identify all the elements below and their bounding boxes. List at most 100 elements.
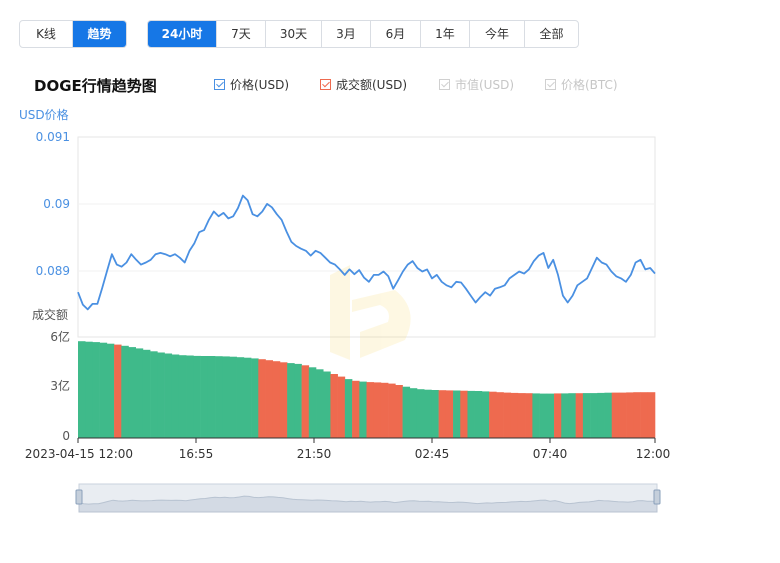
volume-bar <box>337 376 346 438</box>
price-tick-label: 0.091 <box>36 130 70 144</box>
volume-bar <box>626 392 634 438</box>
tab-ytd[interactable]: 今年 <box>470 21 525 47</box>
volume-bar <box>554 393 562 438</box>
tab-1y[interactable]: 1年 <box>421 21 470 47</box>
volume-bar <box>330 374 338 438</box>
range-navigator[interactable] <box>75 483 661 513</box>
volume-bar <box>200 356 209 438</box>
volume-bar <box>380 382 389 438</box>
tab-6m[interactable]: 6月 <box>371 21 421 47</box>
x-tick-label: 02:45 <box>415 447 450 461</box>
legend-label: 市值(USD) <box>455 78 515 92</box>
volume-bar <box>78 341 86 438</box>
checkbox-icon <box>545 79 556 90</box>
checkbox-icon <box>214 79 225 90</box>
legend-price-btc[interactable]: 价格(BTC) <box>545 76 618 93</box>
volume-bar <box>186 355 194 438</box>
volume-bar <box>359 381 367 438</box>
volume-bar <box>344 379 353 438</box>
volume-bar <box>546 393 555 438</box>
navigator-handle-right[interactable] <box>653 489 661 505</box>
legend-volume-usd[interactable]: 成交额(USD) <box>320 76 407 93</box>
volume-bar <box>222 356 230 438</box>
price-tick-label: 0.09 <box>43 197 70 211</box>
x-tick-label: 16:55 <box>179 447 214 461</box>
volume-bar <box>178 355 187 438</box>
legend-marketcap-usd[interactable]: 市值(USD) <box>439 76 514 93</box>
volume-bar <box>171 354 180 438</box>
legend-label: 成交额(USD) <box>336 78 408 92</box>
volume-bar <box>92 342 100 438</box>
legend-label: 价格(USD) <box>230 78 290 92</box>
tab-3m[interactable]: 3月 <box>322 21 371 47</box>
volume-tick-label: 3亿 <box>50 378 70 393</box>
tab-kline[interactable]: K线 <box>20 21 73 47</box>
price-tick-label: 0.089 <box>36 264 70 278</box>
tab-30d[interactable]: 30天 <box>266 21 322 47</box>
volume-bar <box>272 361 281 438</box>
x-ticks <box>77 438 656 443</box>
volume-bars <box>78 341 656 439</box>
x-tick-label: 12:00 <box>636 447 671 461</box>
tab-trend[interactable]: 趋势 <box>73 21 126 47</box>
volume-bar <box>164 353 173 438</box>
volume-bar <box>597 392 605 438</box>
volume-bar <box>106 343 115 438</box>
volume-bar <box>316 369 324 438</box>
volume-bar <box>215 356 223 438</box>
volume-bar <box>611 392 620 438</box>
volume-bar <box>352 380 360 438</box>
volume-bar <box>575 393 584 438</box>
chart-title: DOGE行情趋势图 <box>34 77 157 95</box>
volume-bar <box>503 392 512 438</box>
volume-bar <box>539 393 548 438</box>
volume-bar <box>207 356 216 438</box>
volume-bar <box>121 345 129 438</box>
x-tick-label: 21:50 <box>297 447 332 461</box>
tab-7d[interactable]: 7天 <box>217 21 266 47</box>
navigator-mini-area <box>78 495 658 513</box>
watermark-logo <box>330 265 411 360</box>
volume-bar <box>481 391 490 438</box>
volume-bar <box>647 392 656 438</box>
volume-bar <box>308 367 317 438</box>
navigator-handle-left[interactable] <box>75 489 83 505</box>
volume-bar <box>633 392 641 438</box>
x-tick-label: 07:40 <box>533 447 568 461</box>
volume-bar <box>142 349 151 438</box>
volume-bar <box>99 342 108 438</box>
volume-bar <box>445 390 454 438</box>
x-tick-label: 2023-04-15 12:00 <box>25 447 133 461</box>
volume-bar <box>157 352 165 438</box>
volume-bar <box>388 383 396 438</box>
volume-bar <box>453 390 461 438</box>
volume-tick-label: 0 <box>62 429 70 443</box>
volume-bar <box>294 363 302 438</box>
volume-bar <box>301 365 310 438</box>
legend-price-usd[interactable]: 价格(USD) <box>214 76 289 93</box>
volume-bar <box>525 393 533 438</box>
tab-24h[interactable]: 24小时 <box>148 21 217 47</box>
volume-bar <box>561 393 569 438</box>
volume-bar <box>251 358 259 438</box>
volume-bar <box>582 393 591 438</box>
tab-all[interactable]: 全部 <box>539 27 564 41</box>
checkbox-icon <box>439 79 450 90</box>
volume-bar <box>150 351 158 438</box>
volume-bar <box>460 390 468 438</box>
price-axis-label: USD价格 <box>19 107 69 122</box>
volume-bar <box>373 382 382 438</box>
volume-bar <box>323 371 331 438</box>
volume-bar <box>424 389 432 438</box>
volume-bar <box>496 392 504 438</box>
volume-bar <box>568 393 576 438</box>
volume-bar <box>467 390 475 438</box>
volume-bar <box>135 348 144 438</box>
volume-bar <box>590 393 598 438</box>
volume-bar <box>287 363 295 438</box>
volume-bar <box>604 392 613 438</box>
volume-bar <box>229 356 237 438</box>
volume-bar <box>265 360 274 438</box>
volume-bar <box>474 391 483 438</box>
range-tabs: 24小时 7天 30天 3月 6月 1年 今年 全部 <box>147 20 579 48</box>
